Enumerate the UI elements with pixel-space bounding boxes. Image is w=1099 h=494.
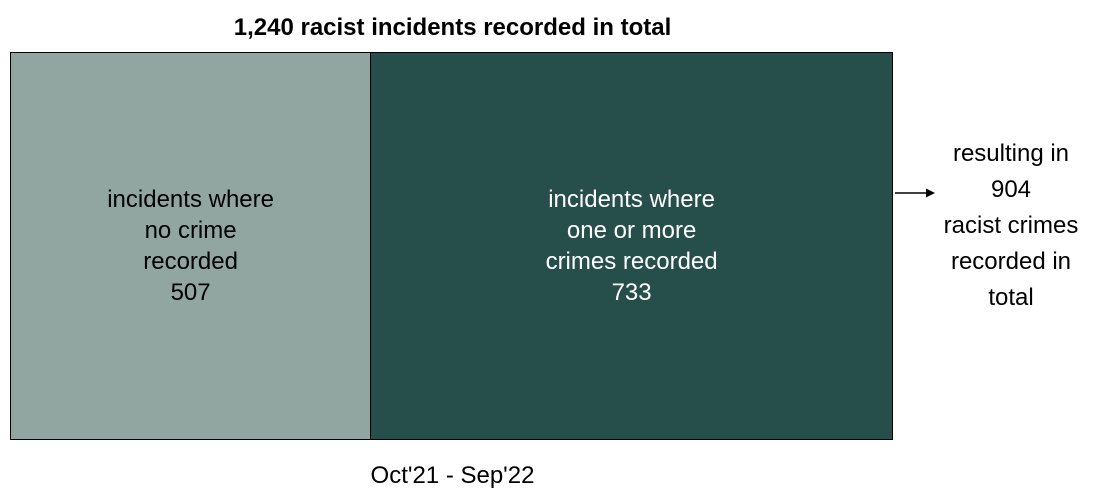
segment-crime-label-2: one or more bbox=[566, 217, 697, 244]
stacked-bar: incidents where no crime recorded 507 in… bbox=[10, 52, 893, 440]
segment-crime-value: 733 bbox=[611, 279, 652, 306]
outcome-line-5: total bbox=[988, 284, 1034, 311]
segment-no-crime-label-1: incidents where bbox=[107, 186, 274, 213]
outcome-line-3: racist crimes bbox=[943, 212, 1079, 239]
segment-crime: incidents where one or more crimes recor… bbox=[371, 53, 892, 439]
segment-no-crime-label-2: no crime bbox=[144, 217, 237, 244]
outcome-line-4: recorded in bbox=[950, 248, 1072, 275]
outcome-text: resulting in 904 racist crimes recorded … bbox=[925, 136, 1097, 316]
chart-title: 1,240 racist incidents recorded in total bbox=[233, 14, 672, 41]
arrow-right-icon bbox=[895, 188, 935, 198]
segment-no-crime-label-3: recorded bbox=[143, 248, 238, 275]
outcome-line-1: resulting in bbox=[952, 140, 1070, 167]
segment-crime-label-3: crimes recorded bbox=[545, 248, 718, 275]
segment-no-crime: incidents where no crime recorded 507 bbox=[11, 53, 372, 439]
segment-no-crime-value: 507 bbox=[170, 279, 211, 306]
segment-crime-label-1: incidents where bbox=[548, 186, 715, 213]
period-label: Oct'21 - Sep'22 bbox=[370, 462, 535, 489]
outcome-value: 904 bbox=[990, 176, 1032, 203]
